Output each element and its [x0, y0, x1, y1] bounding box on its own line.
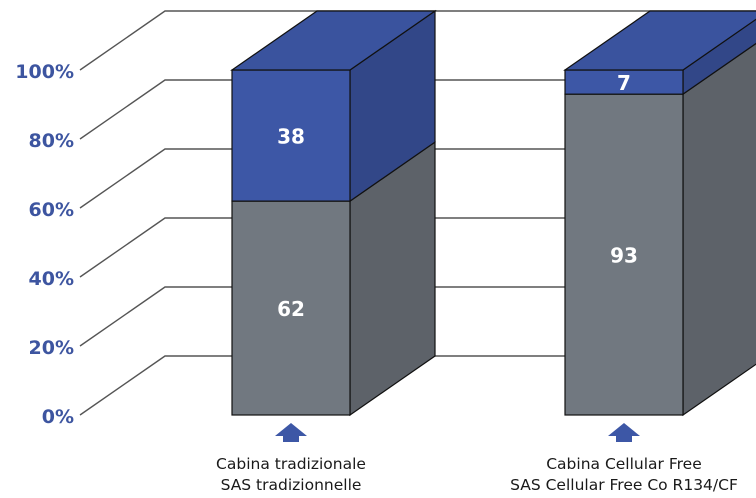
category-label: Cabina Cellular Free [546, 455, 702, 473]
category-label: SAS Cellular Free Co R134/CF [510, 476, 738, 494]
gridline [79, 217, 756, 278]
bar-segment-side [682, 42, 756, 417]
category-labels: Cabina tradizionale SAS tradizionnelle Cab… [216, 423, 738, 494]
y-tick-label: 20% [29, 337, 74, 359]
y-tick-label: 100% [15, 61, 74, 83]
bar-segment [564, 69, 684, 95]
arrow-up-icon [608, 423, 640, 442]
y-axis-ticks: 0% 20% 40% 60% 80% 100% [15, 61, 74, 428]
y-tick-label: 40% [29, 268, 74, 290]
gridlines [79, 10, 756, 416]
bars: 62 38 93 7 [230, 9, 756, 417]
gridline [79, 10, 756, 71]
bar-value-label: 38 [277, 125, 305, 149]
bar-top-face [563, 10, 756, 71]
category-label: SAS tradizionnelle [221, 476, 362, 494]
bar-top-face [230, 10, 437, 71]
y-tick-label: 60% [29, 199, 74, 221]
bar-value-label: 7 [617, 71, 631, 95]
bar-segment [231, 69, 351, 202]
category-label: Cabina tradizionale [216, 455, 366, 473]
gridline [79, 79, 756, 140]
gridline [79, 286, 756, 347]
bar-value-label: 93 [610, 244, 638, 268]
arrow-up-icon [275, 423, 307, 442]
gridline [79, 355, 756, 416]
y-tick-label: 80% [29, 130, 74, 152]
gridline [79, 148, 756, 209]
bar-value-label: 62 [277, 297, 305, 321]
y-tick-label: 0% [42, 406, 74, 428]
bar-segment [564, 93, 684, 416]
